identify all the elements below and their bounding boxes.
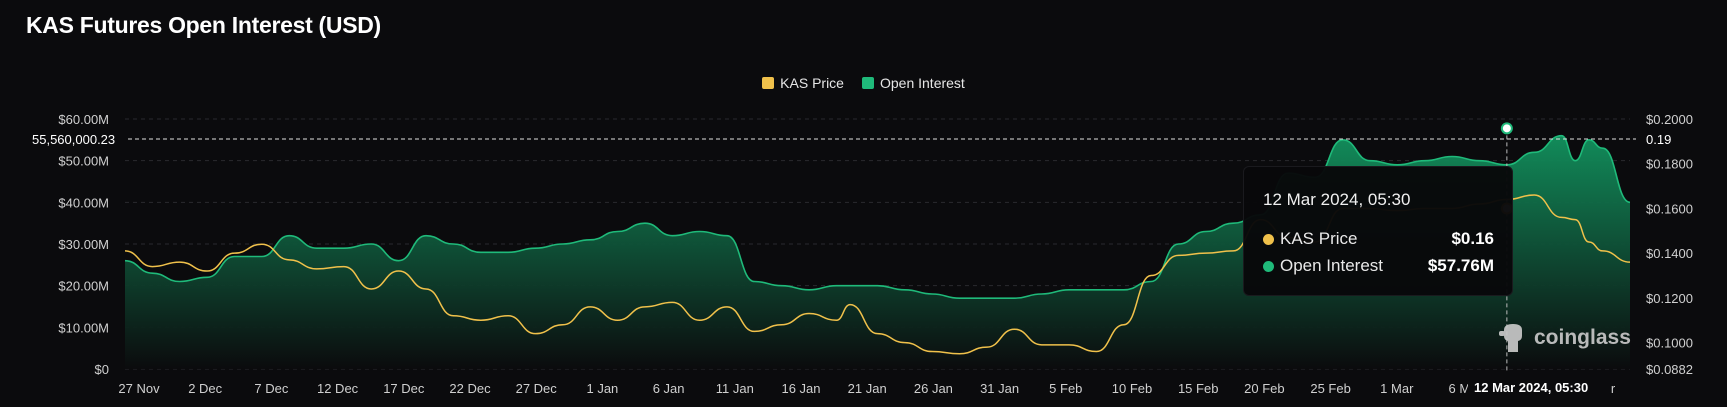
tooltip: 12 Mar 2024, 05:30 KAS Price $0.16 Open …: [1243, 166, 1513, 296]
x-tick-label: 27 Dec: [516, 381, 558, 396]
x-tick-label: 7 Dec: [254, 381, 288, 396]
x-axis: 27 Nov 2 Dec 7 Dec 12 Dec 17 Dec 22 Dec 27 Dec…: [118, 381, 1615, 396]
x-tick-label: 5 Feb: [1049, 381, 1082, 396]
y-axis-right: $0.2000 $0.1800 $0.1600 $0.1400 $0.1200 $0.10…: [1646, 112, 1693, 377]
oi-point-marker: [1500, 122, 1513, 135]
tooltip-row-price: KAS Price $0.16: [1263, 229, 1494, 249]
x-tick-label: 6 Jan: [653, 381, 685, 396]
x-tick-label: 31 Jan: [980, 381, 1019, 396]
crosshair-right-value: 0.19: [1640, 130, 1678, 149]
crosshair-left-value: 55,560,000.23: [26, 130, 122, 149]
y-tick-label-right: $0.0882: [1646, 362, 1693, 377]
x-tick-label: 1 Jan: [586, 381, 618, 396]
legend-swatch-price: [762, 77, 775, 89]
oi-area: [125, 135, 1630, 369]
oi-line: [124, 134, 1631, 299]
y-tick-label-right: $0.1800: [1646, 157, 1693, 172]
crosshair-bottom-label: 12 Mar 2024, 05:30: [1468, 378, 1595, 397]
y-tick-label-right: $0.1400: [1646, 246, 1693, 261]
y-tick-label-left: $0: [95, 362, 109, 377]
oi-series: [124, 134, 1631, 369]
legend-label-oi: Open Interest: [879, 75, 965, 91]
x-tick-label: 17 Dec: [383, 381, 425, 396]
x-tick-label: 22 Dec: [449, 381, 491, 396]
coinglass-logo-icon: [1499, 324, 1522, 352]
tooltip-price-value: $0.16: [1451, 229, 1494, 248]
tooltip-oi-value: $57.76M: [1427, 256, 1494, 275]
x-tick-label: 11 Jan: [716, 381, 754, 396]
x-tick-label: 1 Mar: [1380, 381, 1414, 396]
tooltip-dot-oi: [1263, 260, 1274, 272]
x-tick-label: 20 Feb: [1244, 381, 1284, 396]
x-tick-label: 2 Dec: [188, 381, 222, 396]
x-tick-label: 27 Nov: [118, 381, 160, 396]
y-tick-label-left: $40.00M: [58, 195, 109, 210]
watermark: coinglass: [1498, 322, 1631, 354]
y-tick-label-right: $0.2000: [1646, 112, 1693, 127]
legend-item-oi[interactable]: Open Interest: [861, 75, 965, 91]
legend-swatch-oi: [861, 77, 874, 89]
x-tick-label: 26 Jan: [914, 381, 953, 396]
x-tick-label: 25 Feb: [1310, 381, 1350, 396]
x-tick-label: 15 Feb: [1178, 381, 1218, 396]
watermark-text: coinglass: [1534, 326, 1631, 349]
tooltip-title: 12 Mar 2024, 05:30: [1263, 190, 1411, 209]
y-tick-label-right: $0.1600: [1646, 201, 1693, 216]
y-tick-label-left: $60.00M: [58, 112, 109, 127]
x-tick-label: 10 Feb: [1112, 381, 1152, 396]
tooltip-price-label: KAS Price: [1280, 229, 1358, 248]
chart-title: KAS Futures Open Interest (USD): [26, 12, 381, 38]
tooltip-row-oi: Open Interest $57.76M: [1263, 256, 1494, 276]
y-tick-label-right: $0.1000: [1646, 336, 1693, 351]
legend-item-price[interactable]: KAS Price: [762, 75, 844, 91]
x-tick-label: 16 Jan: [781, 381, 820, 396]
y-axis-left: $60.00M $50.00M $40.00M $30.00M $20.00M $10.0…: [58, 112, 109, 377]
y-tick-label-left: $30.00M: [58, 237, 109, 252]
legend-label-price: KAS Price: [780, 75, 844, 91]
tooltip-oi-label: Open Interest: [1280, 256, 1384, 275]
tooltip-dot-price: [1263, 233, 1274, 245]
y-tick-label-left: $50.00M: [58, 154, 109, 169]
x-tick-label: 12 Dec: [317, 381, 359, 396]
y-tick-label-right: $0.1200: [1646, 291, 1693, 306]
y-tick-label-left: $20.00M: [58, 279, 109, 294]
x-tick-label: 21 Jan: [848, 381, 887, 396]
legend: KAS Price Open Interest: [0, 75, 1727, 91]
y-tick-label-left: $10.00M: [58, 320, 109, 335]
x-tick-label: r: [1611, 381, 1616, 396]
